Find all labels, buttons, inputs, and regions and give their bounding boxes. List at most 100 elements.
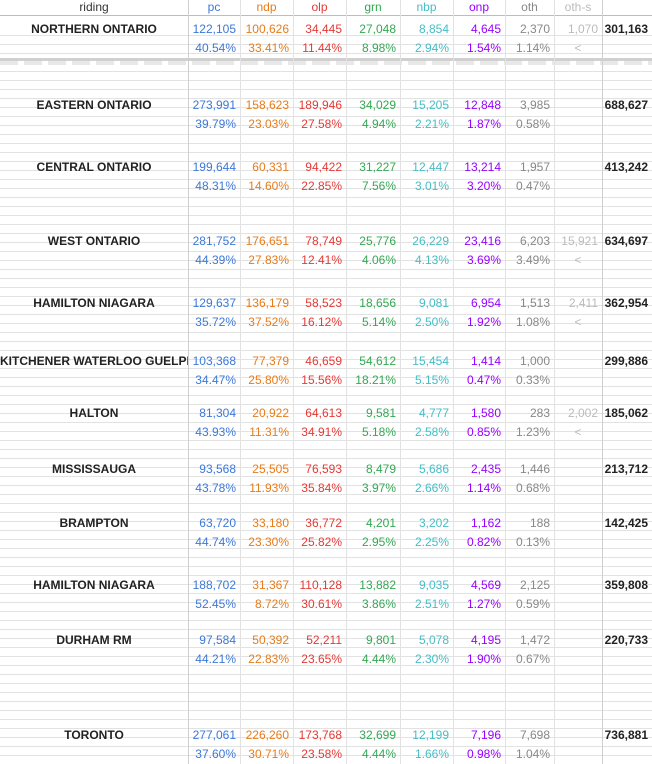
vote-share-ndp[interactable]: 11.31% [249,425,289,439]
vote-share-pc[interactable]: 48.31% [195,179,236,193]
vote-count-onp[interactable]: 1,580 [470,406,501,420]
vote-share-grn[interactable]: 3.97% [361,481,396,495]
vote-count-oth[interactable]: 1,000 [519,354,550,368]
vote-share-oths[interactable] [554,745,602,763]
region-name[interactable]: BRAMPTON [59,516,129,530]
vote-share-oth[interactable]: 1.04% [515,747,550,761]
vote-share-oth[interactable]: 0.59% [515,597,550,611]
column-header-nbp[interactable]: nbp [416,0,437,14]
vote-count-ndp[interactable]: 25,505 [252,462,289,476]
vote-share-nbp[interactable]: 2.21% [414,117,449,131]
vote-share-pc[interactable]: 43.78% [195,481,236,495]
vote-share-oths[interactable] [554,371,602,389]
vote-share-oth[interactable]: 3.49% [515,253,550,267]
vote-count-onp[interactable]: 4,645 [470,22,501,36]
vote-share-oth[interactable]: 1.14% [515,41,550,55]
vote-count-total[interactable]: 413,242 [604,160,648,174]
vote-share-ndp[interactable]: 23.30% [248,535,289,549]
vote-count-onp[interactable]: 6,954 [470,296,501,310]
vote-share-olp[interactable]: 27.58% [301,117,342,131]
vote-share-grn[interactable]: 7.56% [361,179,396,193]
vote-share-onp[interactable]: 1.54% [466,41,501,55]
column-header-olp[interactable]: olp [311,0,328,14]
vote-share-nbp[interactable]: 2.66% [414,481,449,495]
vote-share-nbp[interactable]: 2.30% [414,652,449,666]
vote-share-grn[interactable]: 2.95% [361,535,396,549]
vote-share-pc[interactable]: 39.79% [195,117,236,131]
vote-count-pc[interactable]: 277,061 [192,728,236,742]
vote-share-ndp[interactable]: 14.60% [248,179,289,193]
vote-count-pc[interactable]: 122,105 [192,22,236,36]
vote-count-onp[interactable]: 2,435 [470,462,501,476]
vote-share-nbp[interactable]: 2.50% [414,315,449,329]
vote-share-oth[interactable]: 0.33% [515,373,550,387]
vote-share-olp[interactable]: 30.61% [301,597,342,611]
vote-count-olp[interactable]: 76,593 [305,462,342,476]
vote-share-total[interactable] [602,423,652,441]
vote-count-grn[interactable]: 13,882 [359,578,396,592]
vote-count-grn[interactable]: 18,656 [359,296,396,310]
vote-count-oth[interactable]: 7,698 [519,728,550,742]
vote-share-olp[interactable]: 12.41% [301,253,342,267]
vote-count-nbp[interactable]: 15,205 [412,98,449,112]
vote-share-pc[interactable]: 37.60% [195,747,236,761]
vote-count-total[interactable]: 185,062 [604,406,648,420]
vote-count-grn[interactable]: 27,048 [359,22,396,36]
vote-count-oth[interactable]: 1,513 [519,296,550,310]
vote-count-onp[interactable]: 12,848 [464,98,501,112]
vote-share-ndp[interactable]: 23.03% [248,117,289,131]
vote-count-olp[interactable]: 58,523 [305,296,342,310]
vote-share-oths[interactable] [554,533,602,551]
vote-share-ndp[interactable]: 27.83% [248,253,289,267]
vote-count-pc[interactable]: 93,568 [199,462,236,476]
column-header-ndp[interactable]: ndp [256,0,277,14]
column-header-onp[interactable]: onp [468,0,490,14]
vote-share-onp[interactable]: 0.85% [466,425,501,439]
vote-count-total[interactable]: 299,886 [604,354,648,368]
vote-count-grn[interactable]: 31,227 [359,160,396,174]
vote-count-onp[interactable]: 4,569 [470,578,501,592]
vote-count-ndp[interactable]: 77,379 [252,354,289,368]
region-name[interactable]: DURHAM RM [56,633,132,647]
vote-count-grn[interactable]: 32,699 [359,728,396,742]
vote-share-onp[interactable]: 0.47% [466,373,501,387]
vote-count-onp[interactable]: 7,196 [470,728,501,742]
vote-share-grn[interactable]: 4.44% [361,747,396,761]
vote-share-olp[interactable]: 35.84% [301,481,342,495]
vote-share-nbp[interactable]: 2.51% [414,597,449,611]
vote-share-total[interactable] [602,39,652,57]
vote-share-grn[interactable]: 4.44% [361,652,396,666]
vote-count-pc[interactable]: 97,584 [199,633,236,647]
vote-share-nbp[interactable]: 3.01% [414,179,449,193]
vote-count-total[interactable]: 634,697 [604,234,648,248]
vote-count-olp[interactable]: 52,211 [306,633,342,647]
vote-share-nbp[interactable]: 4.13% [414,253,449,267]
vote-count-onp[interactable]: 1,414 [470,354,501,368]
vote-count-oths[interactable] [554,514,602,532]
vote-count-oths[interactable] [554,726,602,744]
vote-share-total[interactable] [602,650,652,668]
vote-share-total[interactable] [602,745,652,763]
vote-count-nbp[interactable]: 15,454 [412,354,449,368]
region-name[interactable]: CENTRAL ONTARIO [36,160,152,174]
vote-count-oths[interactable] [554,460,602,478]
vote-count-olp[interactable]: 189,946 [298,98,342,112]
vote-share-total[interactable] [602,371,652,389]
vote-count-total[interactable]: 688,627 [604,98,648,112]
vote-count-grn[interactable]: 54,612 [359,354,396,368]
vote-count-pc[interactable]: 188,702 [192,578,236,592]
vote-share-total[interactable] [602,313,652,331]
vote-share-total[interactable] [602,533,652,551]
vote-share-oth[interactable]: 0.58% [515,117,550,131]
region-name[interactable]: EASTERN ONTARIO [36,98,152,112]
vote-count-oth[interactable]: 1,446 [519,462,550,476]
vote-count-total[interactable]: 359,808 [604,578,648,592]
vote-count-nbp[interactable]: 5,686 [418,462,449,476]
vote-share-ndp[interactable]: 25.80% [248,373,289,387]
vote-count-nbp[interactable]: 26,229 [412,234,449,248]
vote-share-oth[interactable]: 1.08% [515,315,550,329]
vote-count-ndp[interactable]: 226,260 [245,728,289,742]
vote-count-nbp[interactable]: 9,081 [418,296,449,310]
vote-share-ndp[interactable]: 30.71% [248,747,289,761]
vote-share-grn[interactable]: 4.94% [361,117,396,131]
